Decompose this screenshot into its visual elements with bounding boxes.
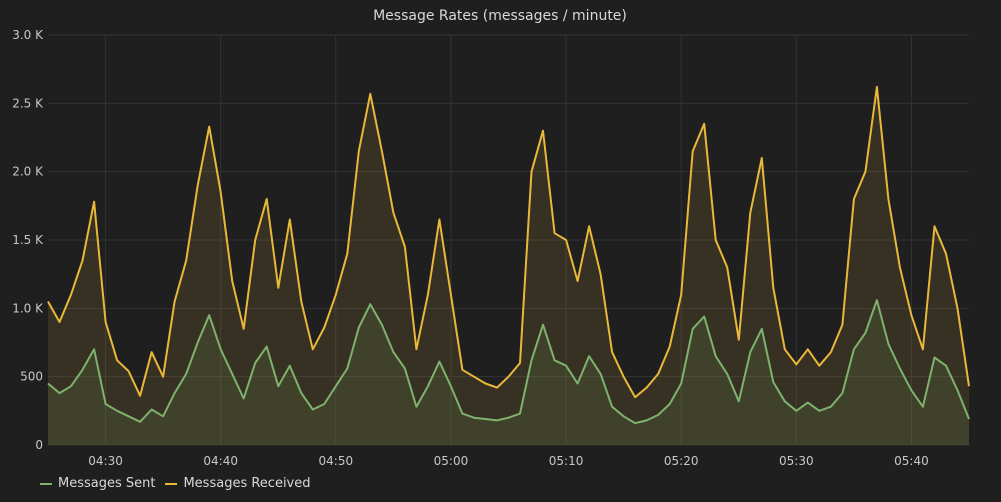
legend-item-sent[interactable]: Messages Sent xyxy=(40,476,155,491)
x-tick-label: 05:40 xyxy=(894,454,929,468)
y-tick-label: 500 xyxy=(20,370,43,384)
x-tick-label: 05:20 xyxy=(664,454,699,468)
y-tick-label: 2.0 K xyxy=(12,165,44,179)
legend-label-received: Messages Received xyxy=(183,476,311,491)
chart-title: Message Rates (messages / minute) xyxy=(373,8,627,24)
series-line-received xyxy=(47,85,970,399)
series-area-sent xyxy=(48,300,969,445)
legend-swatch-sent xyxy=(40,482,52,485)
y-tick-label: 0 xyxy=(35,438,43,452)
x-tick-label: 04:50 xyxy=(319,454,354,468)
y-tick-label: 1.0 K xyxy=(12,301,44,315)
message-rates-chart: Message Rates (messages / minute) 0 500 1.… xyxy=(12,8,970,468)
series-line-sent xyxy=(47,299,970,425)
y-axis: 0 500 1.0 K 1.5 K 2.0 K 2.5 K 3.0 K xyxy=(12,28,44,452)
legend: Messages Sent Messages Received xyxy=(40,476,311,491)
x-axis: 04:30 04:40 04:50 05:00 05:10 05:20 05:30 05:40 xyxy=(88,454,928,468)
x-tick-label: 05:30 xyxy=(779,454,814,468)
legend-item-received[interactable]: Messages Received xyxy=(165,476,311,491)
y-tick-label: 3.0 K xyxy=(12,28,44,42)
x-tick-label: 04:30 xyxy=(88,454,123,468)
grid xyxy=(48,34,969,446)
y-tick-label: 2.5 K xyxy=(12,96,44,110)
series-group xyxy=(47,85,970,446)
y-tick-label: 1.5 K xyxy=(12,233,44,247)
x-tick-label: 04:40 xyxy=(203,454,238,468)
legend-label-sent: Messages Sent xyxy=(58,476,156,491)
x-tick-label: 05:00 xyxy=(434,454,469,468)
x-tick-label: 05:10 xyxy=(549,454,584,468)
series-area-received xyxy=(48,86,969,446)
legend-swatch-received xyxy=(165,482,178,485)
